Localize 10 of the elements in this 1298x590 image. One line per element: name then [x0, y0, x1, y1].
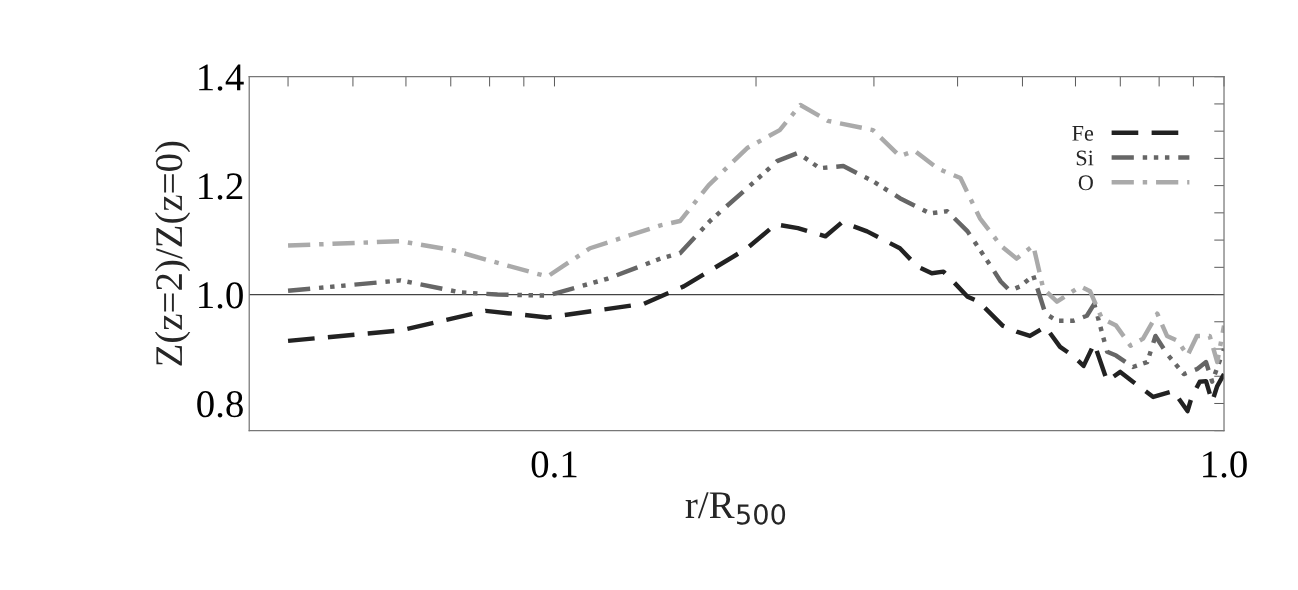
- x-tick-label: 0.1: [531, 451, 577, 478]
- legend-label: Fe: [1072, 126, 1094, 141]
- y-tick-label: 0.8: [197, 391, 243, 418]
- y-axis-title: Z(z=2)/Z(z=0): [154, 141, 191, 366]
- x-axis-title: r/R$_{500}$: [685, 492, 786, 525]
- y-tick-label: 1.4: [199, 64, 244, 91]
- y-tick-label: 1.0: [199, 282, 243, 309]
- y-tick-label: 1.2: [199, 173, 243, 200]
- legend-label: O: [1078, 175, 1093, 191]
- legend-label: Si: [1076, 150, 1094, 166]
